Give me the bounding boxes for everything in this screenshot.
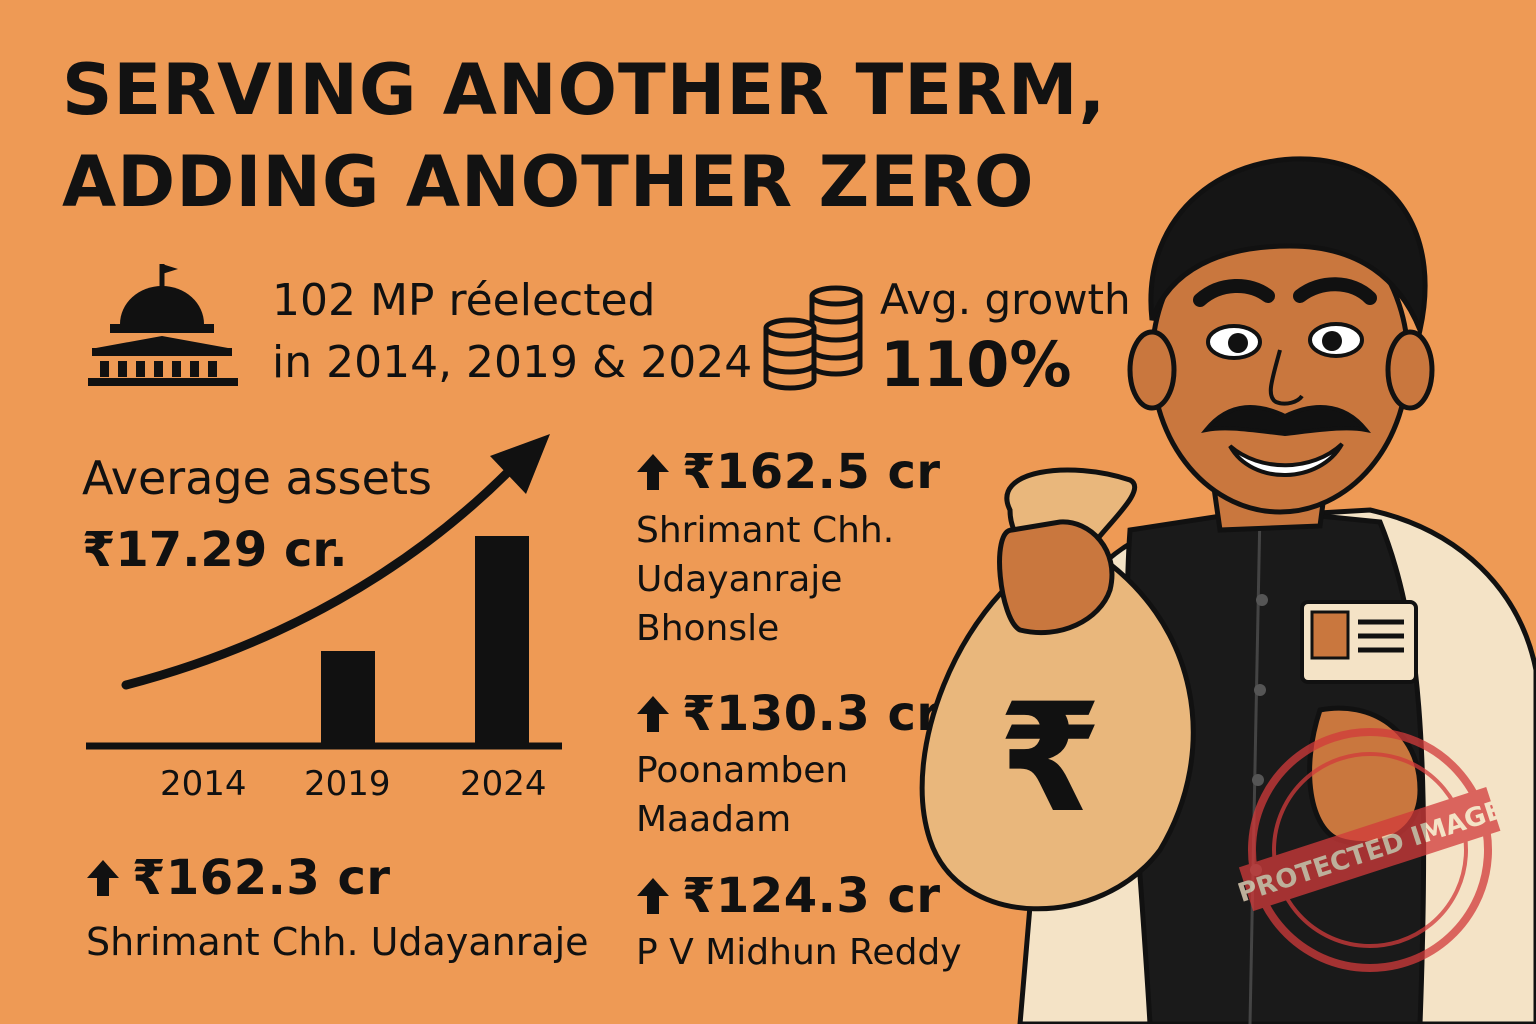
chart-bar-2024	[475, 536, 529, 746]
highlight-amount-2: ₹162.5 cr	[636, 444, 941, 500]
parliament-icon	[88, 264, 238, 386]
highlight-amount-1: ₹162.3 cr	[86, 850, 391, 906]
highlight-value-2: ₹162.5 cr	[682, 444, 941, 500]
growth-label: Avg. growth	[880, 275, 1131, 324]
name-line: Shrimant Chh.	[636, 510, 895, 551]
title-line-1: SERVING ANOTHER TERM,	[62, 49, 1107, 131]
reelected-line-2: in 2014, 2019 & 2024	[272, 337, 753, 388]
money-bag-icon: ₹	[919, 467, 1196, 912]
rupee-symbol: ₹	[998, 672, 1102, 846]
reelected-line-1: 102 MP réelected	[272, 275, 656, 326]
politician-illustration: ₹ PROTECTED IMAGE	[919, 156, 1536, 1024]
reelected-stat: 102 MP réelected in 2014, 2019 & 2024	[272, 270, 752, 394]
highlight-name-4: P V Midhun Reddy	[636, 932, 962, 973]
name-line: Udayanraje	[636, 559, 843, 600]
highlight-name-2: Shrimant Chh. Udayanraje Bhonsle	[636, 506, 894, 653]
page-title: SERVING ANOTHER TERM, ADDING ANOTHER ZER…	[62, 44, 1106, 228]
highlight-name-3: Poonamben Maadam	[636, 746, 848, 844]
arrow-up-icon	[87, 860, 119, 896]
name-line: Bhonsle	[636, 608, 780, 649]
year-label-2024: 2024	[460, 764, 547, 804]
year-label-2014: 2014	[160, 764, 247, 804]
highlight-amount-4: ₹124.3 cr	[636, 868, 941, 924]
arrow-up-icon	[637, 878, 669, 914]
rising-trend-arrow-icon	[121, 465, 515, 690]
highlight-amount-3: ₹130.3 cr	[636, 686, 941, 742]
title-line-2: ADDING ANOTHER ZERO	[62, 141, 1035, 223]
assets-chart	[86, 434, 562, 750]
year-label-2019: 2019	[304, 764, 391, 804]
chart-label: Average assets	[82, 451, 432, 505]
name-line: Maadam	[636, 799, 792, 840]
arrow-up-icon	[637, 454, 669, 490]
highlight-name-1: Shrimant Chh. Udayanraje	[86, 920, 589, 964]
growth-value: 110%	[880, 328, 1072, 401]
highlight-value-3: ₹130.3 cr	[682, 686, 941, 742]
highlight-value-4: ₹124.3 cr	[682, 868, 941, 924]
chart-value: ₹17.29 cr.	[82, 522, 348, 578]
name-line: Poonamben	[636, 750, 849, 791]
chart-bar-2019	[321, 651, 375, 746]
highlight-value-1: ₹162.3 cr	[132, 850, 391, 906]
arrow-up-icon	[637, 696, 669, 732]
coins-stack-icon	[763, 285, 863, 391]
